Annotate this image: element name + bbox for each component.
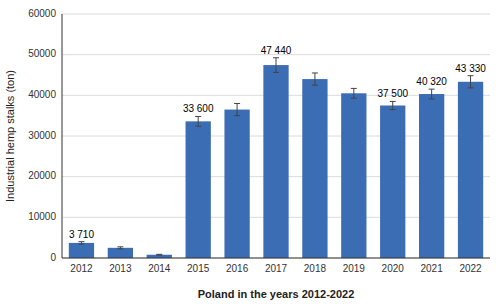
x-axis-title: Poland in the years 2012-2022 [198,288,355,300]
x-tick-label: 2020 [382,263,405,274]
error-bar [117,247,123,249]
bar [419,94,444,258]
error-bar [156,254,162,256]
data-label: 33 600 [183,103,214,114]
y-tick-label: 20000 [28,170,56,181]
error-bar [351,88,357,98]
error-bar [312,73,318,85]
y-tick-label: 60000 [28,8,56,19]
bar [341,93,366,258]
error-bar [390,101,396,109]
y-tick-label: 30000 [28,130,56,141]
x-tick-label: 2019 [343,263,366,274]
data-label: 37 500 [377,88,408,99]
data-label: 40 320 [416,76,447,87]
error-bar [429,89,435,99]
bar [263,65,288,258]
bar [69,243,94,258]
y-tick-label: 50000 [28,48,56,59]
grid-line [62,258,490,259]
x-tick-label: 2016 [226,263,249,274]
y-tick-label: 10000 [28,211,56,222]
bar [186,121,211,258]
y-axis-title: Industrial hemp stalks (ton) [4,70,16,202]
x-tick-label: 2018 [304,263,327,274]
x-tick-label: 2012 [70,263,93,274]
bar [380,106,405,259]
error-bar [234,103,240,115]
error-bar [468,76,474,88]
y-tick-label: 0 [50,252,56,263]
error-bar [78,242,84,244]
grid [62,14,490,258]
error-bar [273,58,279,73]
error-bar [195,116,201,126]
y-axis-line [62,14,63,258]
data-label: 43 330 [455,63,486,74]
bar [224,110,249,258]
x-tick-label: 2014 [148,263,171,274]
x-tick-label: 2022 [459,263,482,274]
bars [69,58,483,258]
x-tick-label: 2013 [109,263,132,274]
bar [458,82,483,258]
chart: 0 10000 20000 30000 40000 50000 60000 3 710 33 6… [0,0,500,308]
grid-line [62,14,490,15]
x-tick-label: 2017 [265,263,288,274]
x-tick-label: 2015 [187,263,210,274]
x-axis-line [62,258,490,259]
data-label: 3 710 [69,229,94,240]
y-tick-label: 40000 [28,89,56,100]
bar [108,248,133,258]
x-tick-label: 2021 [421,263,444,274]
bar [302,79,327,258]
data-label: 47 440 [261,45,292,56]
